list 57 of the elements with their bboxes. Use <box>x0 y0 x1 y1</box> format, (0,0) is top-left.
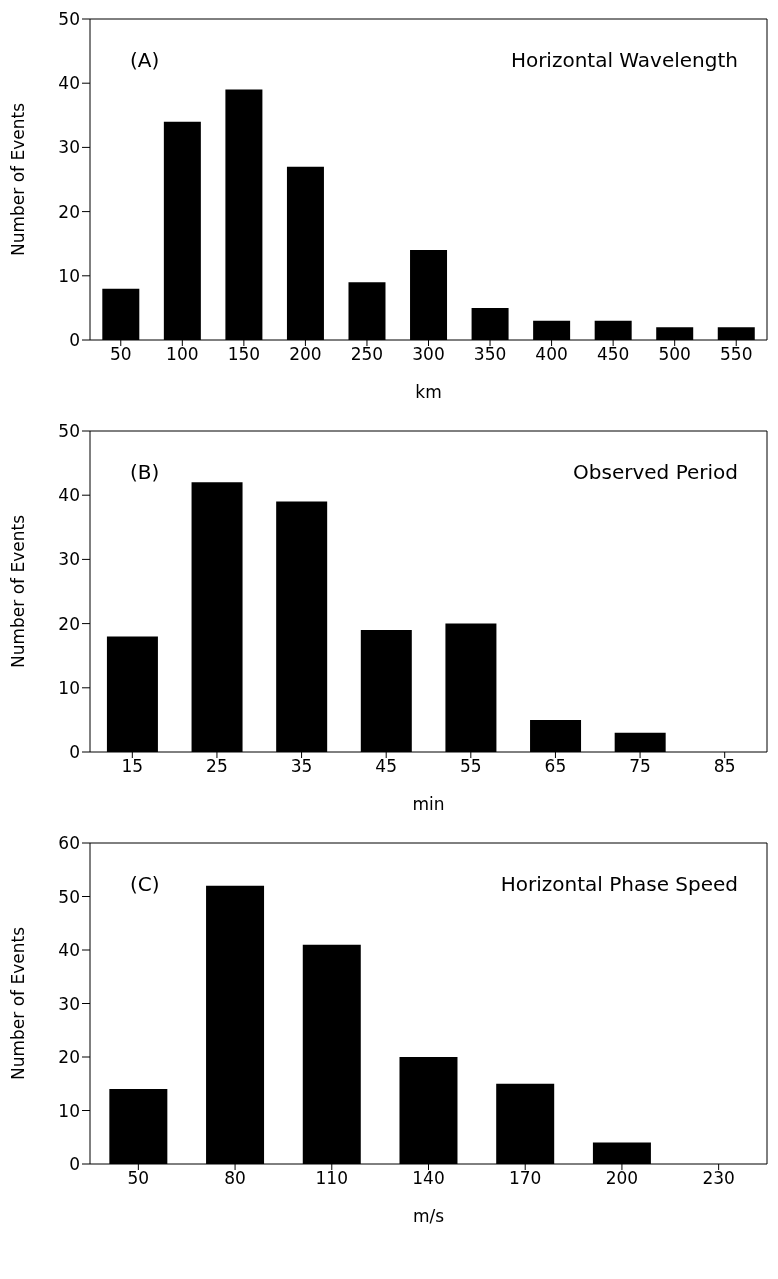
text: Horizontal Wavelength <box>510 48 738 72</box>
y-tick-label: 0 <box>69 1154 80 1175</box>
x-tick-label: 50 <box>127 1168 150 1189</box>
x-tick-label: 500 <box>658 344 691 365</box>
x-axis-title: min <box>412 794 445 814</box>
y-tick-label: 50 <box>58 421 80 442</box>
y-axis-title: Number of Events <box>8 102 29 257</box>
annotation: (A) <box>130 48 160 72</box>
text: Observed Period <box>573 460 738 484</box>
x-tick-label: 65 <box>544 756 567 777</box>
y-tick-label: 20 <box>58 613 80 634</box>
x-tick-label: 100 <box>166 344 199 365</box>
y-tick-label: 30 <box>58 549 80 570</box>
y-tick-label: 60 <box>58 833 80 854</box>
x-tick-label: 35 <box>290 756 313 777</box>
x-tick-label: 45 <box>375 756 398 777</box>
y-tick-label: 10 <box>58 677 80 698</box>
x-tick-label: 55 <box>459 756 482 777</box>
text: Horizontal Phase Speed <box>500 872 738 896</box>
y-tick-label: 10 <box>58 265 80 286</box>
annotation: (B) <box>130 460 160 484</box>
y-tick-label: 0 <box>69 330 80 351</box>
x-tick-label: 550 <box>720 344 753 365</box>
x-tick-label: 200 <box>289 344 322 365</box>
x-tick-label: 80 <box>224 1168 246 1189</box>
x-tick-label: 75 <box>629 756 651 777</box>
x-tick-label: 200 <box>605 1168 639 1189</box>
y-axis-title: Number of Events <box>8 514 29 669</box>
y-tick-label: 40 <box>58 940 80 961</box>
annotation: (C) <box>130 872 160 896</box>
x-tick-label: 15 <box>121 756 144 777</box>
y-tick-label: 40 <box>58 73 80 94</box>
y-tick-label: 0 <box>69 742 80 763</box>
x-tick-label: 170 <box>508 1168 542 1189</box>
x-tick-label: 350 <box>473 344 507 365</box>
y-tick-label: 30 <box>58 993 80 1014</box>
x-tick-label: 110 <box>315 1168 349 1189</box>
x-tick-label: 450 <box>596 344 630 365</box>
x-axis-title: km <box>415 382 442 402</box>
x-tick-label: 250 <box>350 344 384 365</box>
y-axis-title: Number of Events <box>8 926 29 1081</box>
x-tick-label: 230 <box>702 1168 735 1189</box>
y-tick-label: 10 <box>58 1100 80 1121</box>
x-tick-label: 400 <box>535 344 568 365</box>
y-tick-label: 50 <box>58 9 80 30</box>
y-tick-label: 50 <box>58 886 80 907</box>
y-tick-label: 30 <box>58 137 80 158</box>
y-tick-label: 20 <box>58 201 80 222</box>
x-tick-label: 140 <box>412 1168 445 1189</box>
x-tick-label: 150 <box>227 344 261 365</box>
x-tick-label: 85 <box>713 756 736 777</box>
y-tick-label: 20 <box>58 1047 80 1068</box>
y-tick-label: 40 <box>58 485 80 506</box>
x-tick-label: 50 <box>109 344 132 365</box>
x-tick-label: 300 <box>412 344 445 365</box>
x-tick-label: 25 <box>206 756 228 777</box>
x-axis-title: m/s <box>412 1206 445 1226</box>
